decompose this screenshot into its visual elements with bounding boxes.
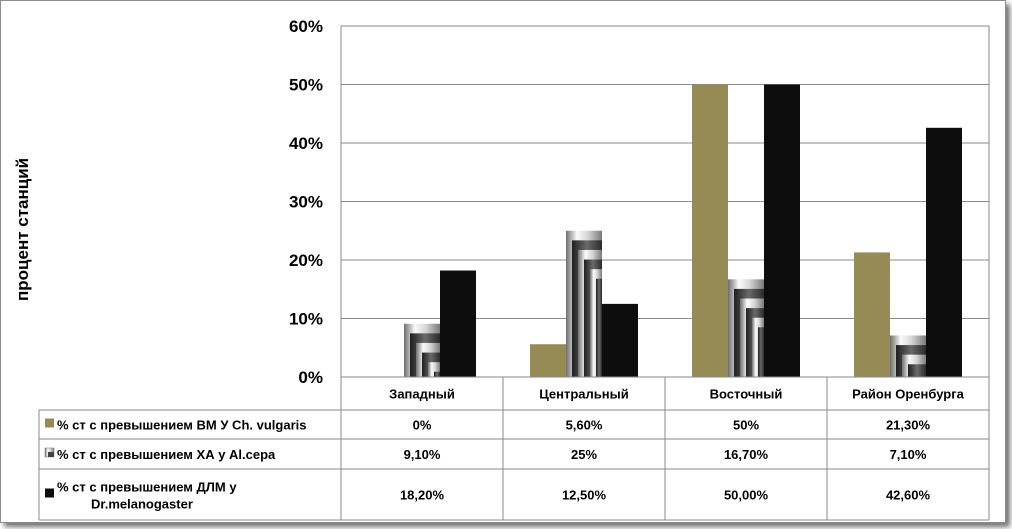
y-tick-label: 60%	[289, 17, 323, 36]
table-value: 18,20%	[400, 488, 445, 503]
legend-label: % ст с превышением ВМ У Ch. vulgaris	[57, 418, 306, 433]
bar	[602, 303, 638, 377]
y-tick-label: 40%	[289, 134, 323, 153]
bar	[854, 252, 890, 377]
bar	[764, 84, 800, 377]
table-value: 9,10%	[404, 447, 441, 462]
y-tick-label: 20%	[289, 251, 323, 270]
bar	[440, 270, 476, 377]
gridlines	[341, 25, 989, 319]
y-tick-label: 0%	[298, 368, 323, 387]
legend-key	[44, 447, 55, 458]
table-value: 21,30%	[886, 418, 931, 433]
bar	[728, 279, 764, 377]
table-value: 50%	[733, 418, 759, 433]
bars	[404, 84, 962, 377]
bar	[692, 84, 728, 377]
legend-key	[45, 488, 54, 498]
category-label: Центральный	[539, 387, 628, 402]
table-value: 42,60%	[886, 488, 931, 503]
bar-shade	[434, 371, 440, 377]
y-tick-label: 30%	[289, 193, 323, 212]
table-value: 7,10%	[890, 447, 927, 462]
bar	[926, 127, 962, 377]
y-tick-label: 50%	[289, 76, 323, 95]
y-axis-label: процент станций	[13, 157, 32, 301]
bar	[566, 230, 602, 377]
category-label: Западный	[389, 387, 455, 402]
category-label: Восточный	[710, 387, 783, 402]
data-table: Западный Центральный Восточный Район Оренбу…	[38, 376, 990, 521]
table-value: 16,70%	[724, 447, 769, 462]
legend-label: % ст с превышением ХА у Al.cepa	[57, 447, 276, 462]
bar	[530, 344, 566, 377]
bar	[890, 335, 926, 377]
table-value: 12,50%	[562, 488, 607, 503]
legend-key	[45, 418, 54, 428]
category-label: Район Оренбурга	[852, 387, 965, 402]
bar-chart: 0% 10% 20% 30% 40% 50% 60% Западный Центральный…	[38, 17, 990, 521]
legend-label: Dr.melanogaster	[91, 497, 193, 512]
legend-key-shade	[48, 452, 54, 457]
bar-shade	[758, 327, 764, 377]
bar-shade	[596, 278, 602, 377]
table-value: 5,60%	[566, 418, 603, 433]
table-value: 0%	[413, 418, 432, 433]
y-tick-label: 10%	[289, 310, 323, 329]
legend-label: % ст с превышением ДЛМ у	[57, 480, 237, 495]
bar	[404, 323, 440, 377]
axes: 0% 10% 20% 30% 40% 50% 60%	[289, 17, 990, 387]
bar-shade	[908, 364, 926, 377]
table-value: 25%	[571, 447, 597, 462]
table-value: 50,00%	[724, 488, 769, 503]
